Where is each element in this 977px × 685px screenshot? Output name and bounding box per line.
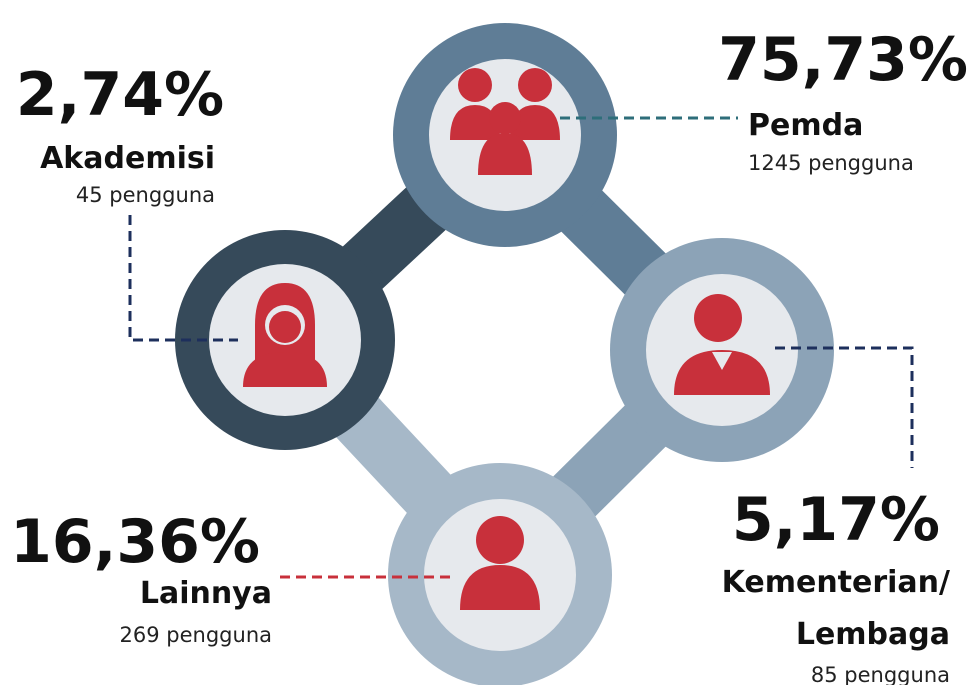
- label: Akademisi: [40, 141, 215, 176]
- icon-woman: [243, 283, 327, 387]
- count: 269 pengguna: [120, 623, 272, 647]
- count: 45 pengguna: [76, 183, 215, 207]
- icon-man: [674, 294, 770, 395]
- icon-group: [450, 68, 560, 175]
- leader-line: [128, 215, 238, 342]
- percent: 2,74%: [16, 60, 224, 130]
- label: Lembaga: [796, 617, 950, 652]
- label: Pemda: [748, 108, 863, 143]
- percent: 16,36%: [10, 507, 260, 577]
- count: 85 pengguna: [811, 663, 950, 685]
- leader-line: [775, 346, 914, 468]
- label: Kementerian/: [722, 565, 950, 600]
- percent: 75,73%: [718, 25, 968, 95]
- percent: 5,17%: [732, 485, 940, 555]
- label: Lainnya: [140, 576, 272, 611]
- icon-person: [460, 516, 540, 610]
- count: 1245 pengguna: [748, 151, 914, 175]
